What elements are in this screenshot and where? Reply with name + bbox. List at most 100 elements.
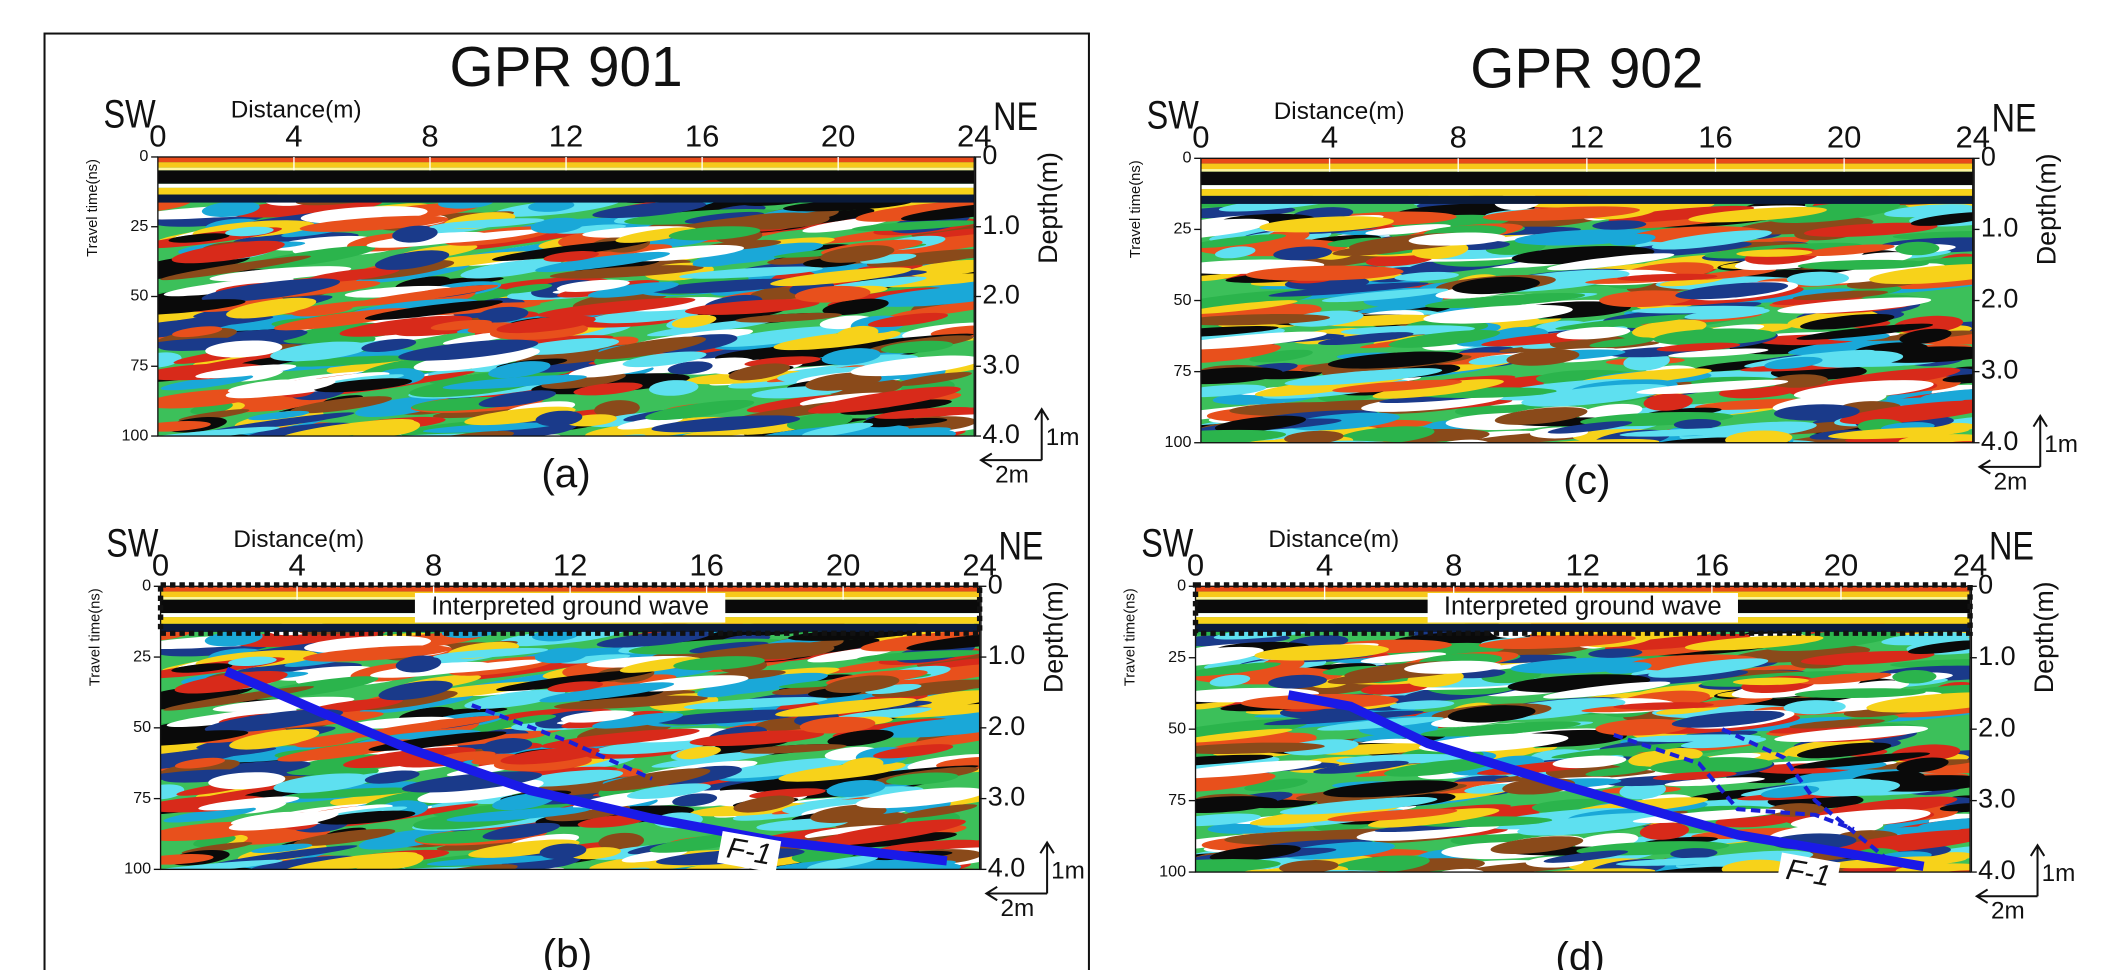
- reflector: [867, 312, 949, 328]
- reflector: [556, 279, 630, 292]
- x-tick-label: 24: [957, 118, 992, 153]
- reflector: [838, 437, 929, 456]
- reflector: [534, 647, 588, 664]
- reflector: [157, 315, 274, 331]
- reflector: [1200, 429, 1287, 443]
- reflector: [805, 372, 882, 391]
- reflector: [1684, 308, 1770, 320]
- reflector: [1595, 718, 1689, 736]
- reflector: [339, 315, 473, 337]
- reflector: [1652, 771, 1737, 781]
- depth-tick-label: 4.0: [1981, 426, 2019, 456]
- x-tick-label: 8: [1450, 120, 1467, 155]
- reflector: [157, 426, 280, 437]
- reflector: [1200, 300, 1298, 315]
- reflector: [157, 299, 246, 315]
- reflector: [1789, 719, 1885, 729]
- reflector: [1684, 635, 1824, 651]
- reflector: [679, 266, 823, 279]
- y-tick-label: 75: [133, 789, 151, 807]
- reflector: [1259, 216, 1394, 233]
- reflector: [1323, 780, 1458, 798]
- reflector: [1268, 674, 1327, 689]
- reflector: [717, 757, 851, 779]
- reflector: [1639, 822, 1690, 840]
- reflector: [1268, 282, 1429, 297]
- depth-tick-label: 2.0: [1978, 712, 2016, 742]
- reflector: [1357, 300, 1445, 314]
- reflector: [876, 273, 975, 288]
- reflector: [160, 769, 243, 780]
- reflector: [554, 695, 708, 710]
- reflector: [201, 278, 341, 302]
- reflector: [1195, 760, 1322, 779]
- reflector: [491, 239, 650, 261]
- reflector: [430, 319, 492, 331]
- reflector: [183, 435, 227, 456]
- reflector: [560, 710, 634, 723]
- reflector: [398, 339, 539, 361]
- reflector: [1263, 710, 1424, 726]
- reflector: [1337, 426, 1435, 443]
- reflector: [799, 716, 876, 734]
- reflector: [273, 773, 372, 793]
- reflector: [888, 298, 975, 319]
- reflector: [900, 804, 978, 819]
- reflector: [539, 843, 587, 860]
- reflector: [1736, 249, 1813, 257]
- x-tick-label: 8: [1445, 548, 1462, 583]
- y-tick-label: 25: [133, 647, 151, 665]
- reflector: [648, 380, 699, 396]
- reflector: [517, 871, 579, 894]
- scale-horizontal: 2m: [1994, 468, 2028, 495]
- reflector: [426, 855, 560, 866]
- reflector: [1798, 672, 1892, 685]
- reflector: [1200, 384, 1267, 398]
- reflector: [1585, 766, 1651, 777]
- reflector: [395, 655, 442, 673]
- y-tick-label: 0: [142, 577, 151, 595]
- reflector: [1890, 659, 1971, 669]
- reflector: [1869, 263, 1973, 285]
- reflector: [348, 716, 456, 729]
- reflector: [1896, 757, 1949, 773]
- reflector: [882, 868, 944, 888]
- reflector: [1279, 796, 1438, 815]
- reflector: [1327, 808, 1458, 822]
- reflector: [163, 807, 257, 823]
- reflector: [1352, 729, 1440, 742]
- ground-wave-band: [157, 194, 975, 203]
- reflector: [501, 283, 553, 294]
- reflector: [482, 822, 560, 840]
- depth-tick-label: 3.0: [1981, 355, 2019, 385]
- reflector: [866, 249, 975, 268]
- reflector: [1517, 813, 1666, 836]
- reflector: [229, 728, 320, 750]
- reflector: [1284, 368, 1443, 386]
- x-tick-label: 20: [1827, 120, 1862, 155]
- reflector: [536, 297, 696, 318]
- reflector: [577, 814, 647, 828]
- reflector: [358, 828, 455, 850]
- reflector: [801, 428, 957, 437]
- reflector: [1673, 418, 1722, 430]
- reflector: [1589, 337, 1655, 348]
- reflector: [1668, 348, 1769, 358]
- ground-wave-band: [160, 623, 980, 632]
- reflector: [1388, 330, 1501, 348]
- scale-arrows: [1977, 414, 2048, 475]
- y-axis-label: Travel time(ns): [1128, 160, 1144, 258]
- reflector: [198, 796, 300, 811]
- reflector: [1764, 356, 1823, 370]
- scale-horizontal: 2m: [995, 462, 1029, 489]
- depth-axis-label: Depth(m): [2031, 153, 2061, 265]
- reflector: [1907, 640, 1971, 654]
- depth-tick-label: 3.0: [1978, 784, 2016, 814]
- reflector: [894, 371, 972, 386]
- reflector: [1420, 721, 1581, 737]
- reflector: [1794, 688, 1926, 699]
- reflector: [595, 739, 709, 755]
- reflector: [1649, 757, 1773, 775]
- y-tick-label: 100: [1165, 433, 1192, 451]
- reflector: [344, 285, 452, 298]
